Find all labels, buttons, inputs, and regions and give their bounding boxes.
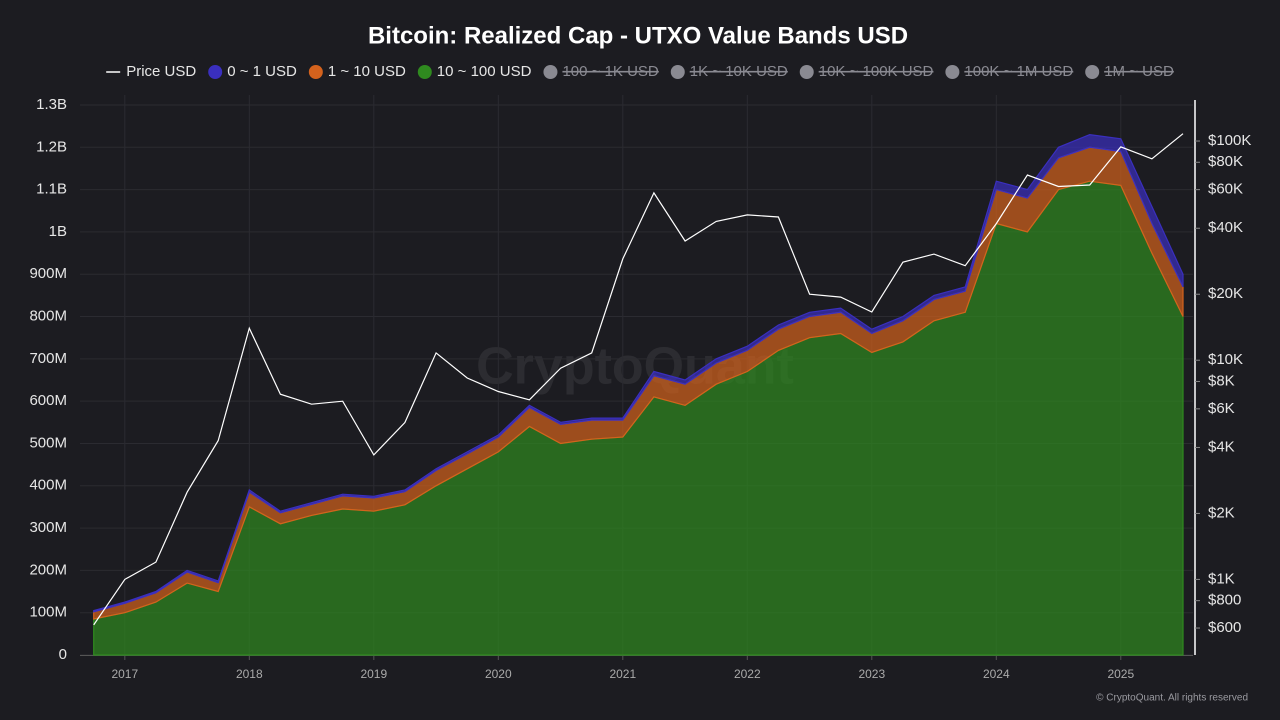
y-tick-label: 300M [29,519,67,536]
y2-tick-label: $10K [1208,351,1243,368]
legend-label-hidden: 1K ~ 10K USD [690,63,788,80]
y-tick-label: 100M [29,604,67,621]
y-tick-label: 1.1B [36,181,67,198]
y2-tick-label: $80K [1208,153,1243,170]
legend-label-hidden: 100K ~ 1M USD [964,63,1073,80]
y-tick-label: 1.3B [36,96,67,113]
y-tick-label: 800M [29,308,67,325]
y2-tick-label: $600 [1208,619,1241,636]
legend-label: Price USD [126,63,196,80]
y2-tick-label: $20K [1208,285,1243,302]
y-tick-label: 1.2B [36,138,67,155]
area [93,133,1184,613]
y-tick-label: 900M [29,265,67,282]
x-tick-label: 2025 [1107,667,1134,681]
x-tick-label: 2024 [983,667,1010,681]
y2-tick-label: $1K [1208,570,1235,587]
y-tick-label: 600M [29,392,67,409]
legend-dot [1085,65,1100,79]
x-tick-label: 2023 [858,667,885,681]
y-tick-label: 700M [29,350,67,367]
y2-tick-label: $40K [1208,219,1243,236]
x-tick-label: 2017 [111,667,138,681]
x-tick-label: 2019 [360,667,387,681]
y2-tick-label: $4K [1208,438,1235,455]
legend-label: 0 ~ 1 USD [227,63,297,80]
legend-label-hidden: 100 ~ 1K USD [562,63,658,80]
chart-title: Bitcoin: Realized Cap - UTXO Value Bands… [368,22,908,49]
y-tick-label: 400M [29,477,67,494]
y2-tick-label: $60K [1208,181,1243,198]
x-tick-label: 2021 [609,667,636,681]
legend: Price USD 0 ~ 1 USD 1 ~ 10 USD 10 ~ 100 USD… [106,63,1174,80]
legend-dot [417,65,432,79]
y2-tick-label: $2K [1208,504,1235,521]
legend-dot [308,65,323,79]
y2-tick-label: $8K [1208,372,1235,389]
x-tick-label: 2022 [734,667,761,681]
legend-dot [799,65,814,79]
legend-dot [208,65,223,79]
y-tick-label: 0 [59,646,67,663]
footer: © CryptoQuant. All rights reserved [1096,693,1248,704]
y-tick-label: 1B [49,223,67,240]
price-line [93,133,1184,626]
legend-label: 1 ~ 10 USD [328,63,406,80]
x-tick-label: 2020 [485,667,512,681]
legend-label-hidden: 1M ~ USD [1104,63,1174,80]
y2-tick-label: $800 [1208,592,1241,609]
legend-dot [945,65,960,79]
y2-tick-label: $6K [1208,400,1235,417]
y-tick-label: 200M [29,561,67,578]
x-tick-label: 2018 [236,667,263,681]
y2-tick-label: $100K [1208,132,1251,149]
legend-dot [543,65,558,79]
area [93,180,1184,656]
legend-dot [670,65,685,79]
legend-label-hidden: 10K ~ 100K USD [819,63,934,80]
y-tick-label: 500M [29,434,67,451]
legend-label: 10 ~ 100 USD [437,63,532,80]
